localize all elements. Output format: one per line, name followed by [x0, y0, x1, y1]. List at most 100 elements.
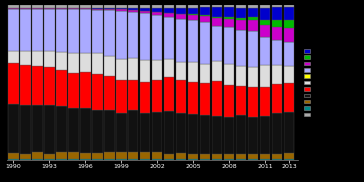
Bar — [116, 9, 127, 11]
Bar — [152, 80, 162, 112]
Bar — [211, 81, 222, 116]
Bar — [32, 152, 43, 159]
Bar — [187, 82, 198, 114]
Bar — [128, 80, 138, 110]
Bar — [152, 60, 162, 80]
Bar — [248, 154, 258, 159]
Bar — [248, 116, 258, 154]
Bar — [56, 106, 67, 152]
Bar — [164, 59, 174, 77]
Bar — [187, 20, 198, 62]
Bar — [199, 83, 210, 115]
Bar — [199, 5, 210, 7]
Bar — [152, 5, 162, 8]
Bar — [80, 53, 91, 72]
Bar — [92, 10, 103, 53]
Bar — [236, 30, 246, 66]
Bar — [236, 66, 246, 86]
Bar — [116, 59, 127, 80]
Bar — [176, 62, 186, 80]
Legend: , , , , , , , , , , : , , , , , , , , , , — [304, 48, 312, 118]
Bar — [284, 66, 294, 83]
Bar — [223, 85, 234, 117]
Bar — [56, 159, 67, 160]
Bar — [68, 9, 79, 53]
Bar — [211, 18, 222, 26]
Bar — [128, 159, 138, 160]
Bar — [187, 62, 198, 82]
Bar — [236, 115, 246, 154]
Bar — [164, 154, 174, 159]
Bar — [164, 17, 174, 59]
Bar — [68, 73, 79, 108]
Bar — [284, 5, 294, 7]
Bar — [104, 76, 115, 110]
Bar — [8, 159, 19, 160]
Bar — [272, 154, 282, 159]
Bar — [284, 41, 294, 66]
Bar — [272, 113, 282, 154]
Bar — [44, 159, 55, 160]
Bar — [152, 12, 162, 15]
Bar — [236, 8, 246, 18]
Bar — [236, 159, 246, 160]
Bar — [223, 7, 234, 17]
Bar — [236, 18, 246, 20]
Bar — [8, 104, 19, 153]
Bar — [176, 7, 186, 14]
Bar — [140, 82, 150, 113]
Bar — [284, 7, 294, 20]
Bar — [80, 153, 91, 159]
Bar — [248, 88, 258, 116]
Bar — [272, 84, 282, 113]
Bar — [223, 5, 234, 7]
Bar — [128, 58, 138, 80]
Bar — [140, 13, 150, 60]
Bar — [20, 65, 31, 105]
Bar — [8, 63, 19, 104]
Bar — [80, 5, 91, 8]
Bar — [187, 15, 198, 20]
Bar — [284, 112, 294, 153]
Bar — [104, 8, 115, 9]
Bar — [248, 20, 258, 31]
Bar — [20, 159, 31, 160]
Bar — [199, 64, 210, 83]
Bar — [44, 8, 55, 9]
Bar — [92, 159, 103, 160]
Bar — [68, 152, 79, 159]
Bar — [272, 5, 282, 7]
Bar — [68, 108, 79, 152]
Bar — [104, 152, 115, 159]
Bar — [92, 153, 103, 159]
Bar — [199, 22, 210, 64]
Bar — [20, 8, 31, 9]
Bar — [68, 8, 79, 9]
Bar — [236, 20, 246, 30]
Bar — [187, 5, 198, 7]
Bar — [164, 5, 174, 8]
Bar — [211, 7, 222, 17]
Bar — [128, 10, 138, 12]
Bar — [20, 154, 31, 159]
Bar — [104, 159, 115, 160]
Bar — [44, 154, 55, 159]
Bar — [248, 31, 258, 67]
Bar — [284, 20, 294, 28]
Bar — [44, 5, 55, 8]
Bar — [164, 13, 174, 17]
Bar — [20, 5, 31, 8]
Bar — [248, 159, 258, 160]
Bar — [116, 11, 127, 59]
Bar — [176, 14, 186, 19]
Bar — [128, 152, 138, 159]
Bar — [116, 5, 127, 8]
Bar — [116, 159, 127, 160]
Bar — [211, 26, 222, 61]
Bar — [104, 5, 115, 8]
Bar — [92, 9, 103, 10]
Bar — [140, 8, 150, 11]
Bar — [80, 159, 91, 160]
Bar — [8, 8, 19, 9]
Bar — [80, 108, 91, 153]
